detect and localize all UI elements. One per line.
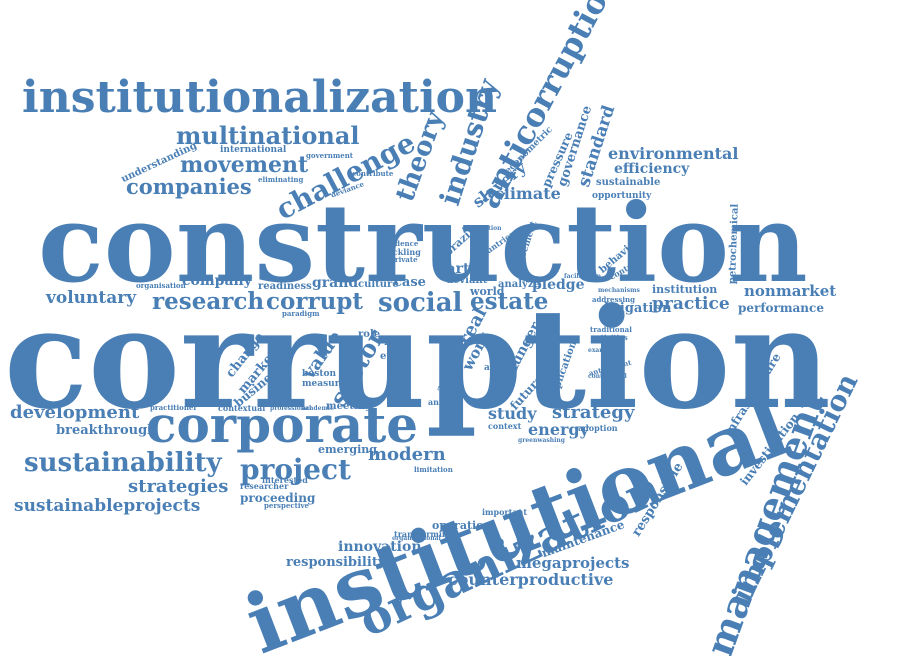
word-emerging: emerging: [318, 443, 377, 456]
word-modern: modern: [368, 444, 446, 465]
word-practice: practice: [652, 294, 730, 314]
word-institution: institution: [652, 283, 718, 296]
word-development: development: [10, 402, 140, 423]
word-deviant: deviant: [446, 275, 488, 286]
word-counterproductive: counterproductive: [448, 570, 614, 589]
word-boston: boston: [302, 369, 337, 379]
word-international: international: [220, 145, 287, 155]
word-strategies: strategies: [128, 476, 229, 497]
word-environmental: environmental: [608, 144, 739, 163]
word-annual: annual: [428, 397, 459, 407]
word-contractual: contractual: [588, 373, 627, 380]
word-analyze: analyze: [498, 279, 540, 290]
word-eliminating: eliminating: [258, 175, 304, 184]
word-contribute: contribute: [352, 169, 394, 178]
word-traditional: traditional: [590, 325, 632, 334]
word-climate: climate: [494, 184, 561, 203]
word-evidence: evidence: [384, 239, 419, 248]
word-contextual: contextual: [218, 403, 266, 413]
word-agency: agency: [484, 363, 520, 373]
word-corruption: corruption: [4, 277, 831, 440]
word-innovation: innovation: [338, 539, 422, 555]
word-greenwashing: greenwashing: [518, 437, 565, 444]
word-organizational: organizational: [392, 535, 441, 542]
word-performance: performance: [738, 301, 824, 315]
word-cartel: cartel: [438, 261, 484, 277]
word-institutionalization: institutionalization: [22, 72, 498, 123]
word-research: research: [152, 288, 265, 315]
word-practitioner: practitioner: [150, 403, 198, 412]
word-facilitation: facilitation: [564, 273, 602, 280]
word-context: context: [488, 421, 522, 431]
word-sustainable: sustainable: [596, 177, 661, 188]
word-corporation: corporation: [462, 225, 502, 232]
word-paradigm: paradigm: [282, 309, 320, 318]
word-megaprojects: megaprojects: [516, 554, 630, 572]
word-grand: grand: [312, 275, 359, 291]
word-activities: activities: [592, 333, 628, 342]
word-sustainableprojects: sustainableprojects: [14, 496, 201, 516]
word-private: private: [390, 255, 418, 264]
word-measure: measure: [302, 379, 346, 389]
word-case: case: [394, 275, 426, 290]
word-corporate: corporate: [146, 395, 419, 454]
word-mechanisms: mechanisms: [598, 287, 640, 294]
word-culture: culture: [358, 279, 399, 290]
word-efficiency: efficiency: [614, 161, 690, 177]
word-researcher: researcher: [240, 481, 289, 491]
word-addressing: addressing: [592, 295, 635, 304]
word-nonmarket: nonmarket: [744, 282, 837, 300]
word-companies: companies: [126, 174, 252, 199]
word-professional: professional: [270, 405, 312, 412]
word-academic: academic: [302, 405, 334, 412]
word-transforming: transforming: [394, 529, 454, 539]
word-adoption: adoption: [578, 423, 618, 433]
word-readiness: readiness: [258, 281, 312, 292]
word-study: study: [488, 404, 537, 423]
word-fight: fight: [384, 337, 411, 348]
word-opportunity: opportunity: [592, 191, 652, 201]
word-role: role: [358, 329, 381, 340]
word-interested: interested: [262, 475, 308, 485]
word-strategy: strategy: [552, 402, 635, 423]
word-responsibility: responsibility: [286, 555, 386, 570]
word-energy: energy: [528, 420, 589, 439]
word-important: important: [482, 507, 528, 517]
word-proceeding: proceeding: [240, 491, 316, 505]
word-world: world: [470, 285, 505, 298]
word-operation: operation: [432, 519, 492, 532]
word-organisation: organisation: [136, 281, 186, 290]
word-movement: movement: [180, 152, 309, 178]
word-meeting: meeting: [326, 401, 372, 412]
word-project: project: [240, 453, 351, 486]
word-examining: examining: [588, 347, 624, 354]
word-perspective: perspective: [264, 501, 310, 510]
word-corrupt: corrupt: [266, 288, 364, 315]
word-litigation: litigation: [604, 301, 672, 316]
word-pledge: pledge: [532, 277, 585, 293]
word-construction: construction: [38, 181, 808, 307]
word-voluntary: voluntary: [46, 288, 137, 308]
word-tackling: tackling: [384, 247, 421, 257]
word-limitation: limitation: [414, 465, 453, 474]
word-government: government: [306, 151, 354, 160]
word-multinational: multinational: [176, 121, 360, 150]
word-company: company: [182, 273, 252, 289]
word-estate: estate: [470, 288, 549, 315]
word-social: social: [378, 288, 463, 318]
word-ethic: ethic: [380, 351, 409, 362]
word-sustainability: sustainability: [24, 448, 222, 478]
word-breakthrough: breakthrough: [56, 423, 157, 438]
